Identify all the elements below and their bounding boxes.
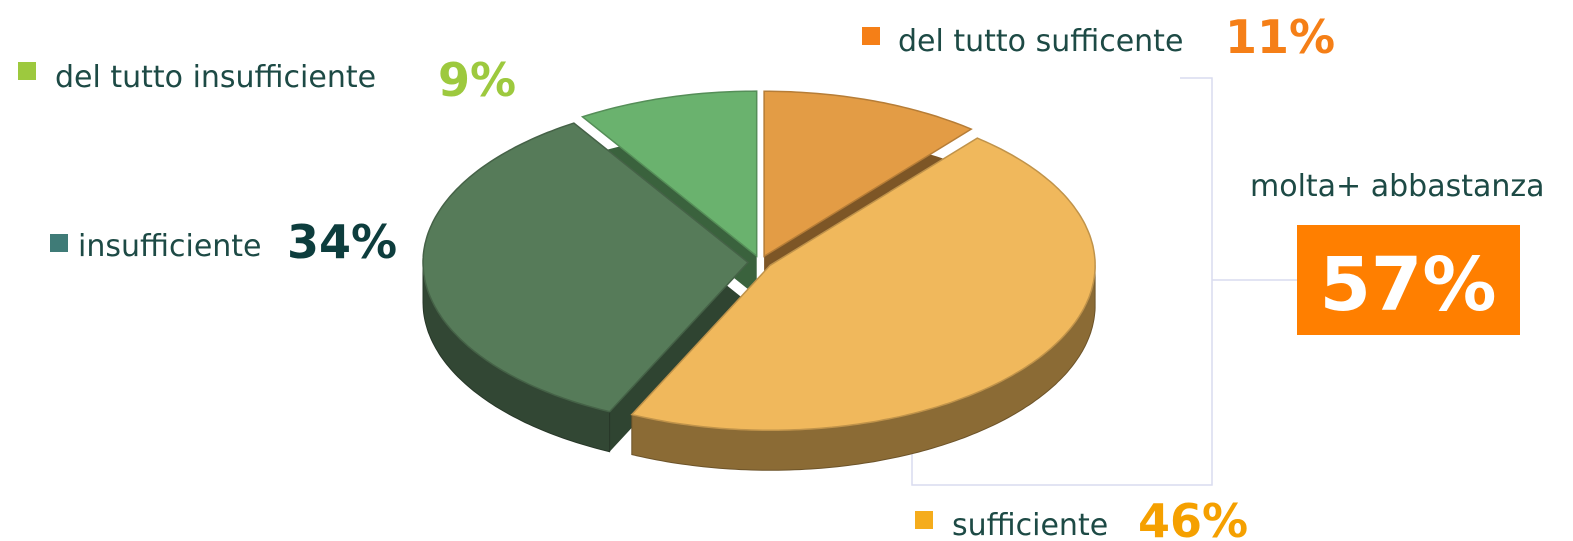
slice (763, 90, 973, 258)
value-label: 11% (1225, 10, 1335, 64)
slice (630, 137, 1096, 432)
legend-label: insufficiente (78, 229, 262, 264)
slice (422, 122, 750, 413)
annotation-bracket (911, 77, 1213, 486)
value-label: 46% (1138, 494, 1248, 541)
annotation-text: molta+ abbastanza (1250, 169, 1545, 204)
legend-marker (862, 27, 880, 45)
annotation-box (1297, 225, 1520, 335)
legend-label: del tutto insufficiente (55, 60, 376, 95)
value-label: 34% (287, 215, 397, 269)
slice (580, 90, 758, 258)
legend-label: sufficiente (952, 508, 1108, 541)
legend-marker (915, 511, 933, 529)
legend-marker (18, 62, 36, 80)
annotation-value: 57% (1319, 242, 1496, 328)
legend-marker (50, 234, 68, 252)
legend-label: del tutto sufficente (898, 24, 1183, 59)
value-label: 9% (438, 53, 516, 107)
